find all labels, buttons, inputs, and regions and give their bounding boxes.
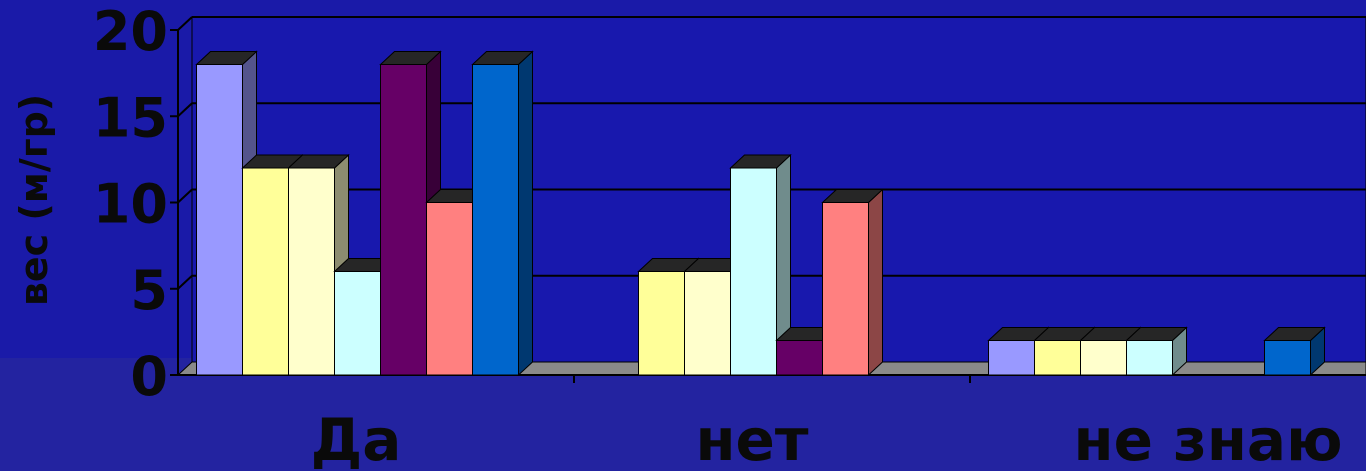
bar <box>197 65 243 376</box>
bar <box>1035 341 1081 376</box>
bar <box>1081 341 1127 376</box>
x-category-label: Да <box>311 406 402 471</box>
y-tick-label: 20 <box>93 0 168 63</box>
bar <box>823 203 869 376</box>
bar <box>1127 341 1173 376</box>
y-tick-label: 5 <box>130 259 168 322</box>
y-tick-label: 10 <box>93 173 168 236</box>
bar <box>427 203 473 376</box>
y-tick-label: 15 <box>93 86 168 149</box>
gridline-diagonal <box>178 190 192 203</box>
y-tick-label: 0 <box>130 345 168 408</box>
gridline-diagonal <box>178 103 192 116</box>
bar <box>989 341 1035 376</box>
bar <box>243 168 289 375</box>
bar-side <box>519 52 533 376</box>
bar <box>777 341 823 376</box>
bar <box>1265 341 1311 376</box>
gridline-diagonal <box>178 17 192 30</box>
bar <box>639 272 685 376</box>
bar-side <box>869 190 883 376</box>
bar <box>289 168 335 375</box>
bar <box>473 65 519 376</box>
bar <box>731 168 777 375</box>
x-category-label: не знаю <box>1074 406 1343 471</box>
bar <box>335 272 381 376</box>
bar <box>381 65 427 376</box>
y-axis-label: вес (м/гр) <box>12 94 56 306</box>
gridline-diagonal <box>178 276 192 289</box>
x-category-label: нет <box>695 406 808 471</box>
bar <box>685 272 731 376</box>
